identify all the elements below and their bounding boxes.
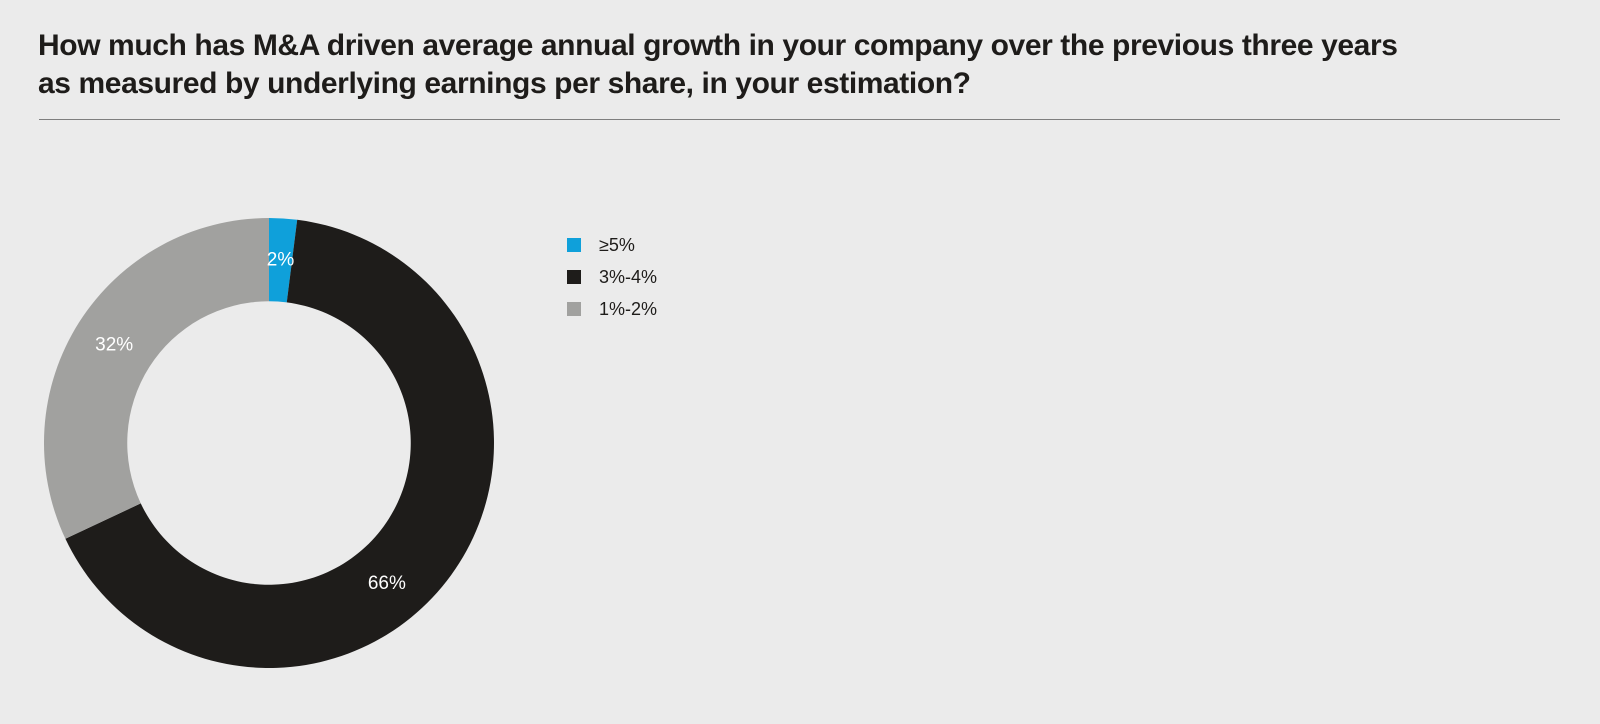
slice-label-1: 66% <box>368 573 406 594</box>
legend-label-3-4: 3%-4% <box>599 266 658 287</box>
page-title: How much has M&A driven average annual g… <box>38 27 1560 103</box>
title-divider <box>39 119 1560 120</box>
page-title-line-1: How much has M&A driven average annual g… <box>38 29 1398 62</box>
legend-swatch-ge5 <box>567 238 581 252</box>
donut-slice-2 <box>44 218 269 539</box>
donut-slice-1 <box>65 219 494 668</box>
slice-label-2: 32% <box>95 334 133 355</box>
page-title-line-2: as measured by underlying earnings per s… <box>38 67 971 100</box>
legend-label-ge5: ≥5% <box>599 234 635 255</box>
legend-item-3-4: 3%-4% <box>567 267 657 287</box>
legend-label-1-2: 1%-2% <box>599 298 658 319</box>
legend-item-1-2: 1%-2% <box>567 299 657 319</box>
slice-label-0: 2% <box>267 249 295 270</box>
donut-slice-0 <box>269 218 298 303</box>
chart-legend: ≥5% 3%-4% 1%-2% <box>567 235 657 331</box>
legend-item-ge5: ≥5% <box>567 235 657 255</box>
donut-chart: 2% 66% 32% <box>44 218 494 668</box>
legend-swatch-1-2 <box>567 302 581 316</box>
legend-swatch-3-4 <box>567 270 581 284</box>
